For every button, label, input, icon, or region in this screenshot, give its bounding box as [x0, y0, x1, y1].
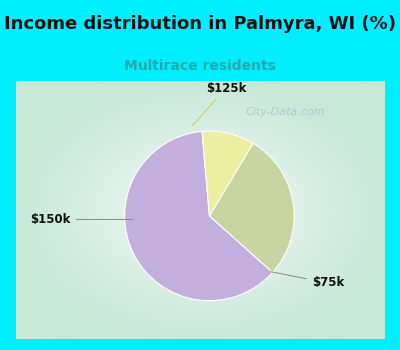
Text: Multirace residents: Multirace residents — [124, 59, 276, 73]
Text: City-Data.com: City-Data.com — [246, 107, 326, 117]
Text: $125k: $125k — [192, 82, 246, 126]
Text: Income distribution in Palmyra, WI (%): Income distribution in Palmyra, WI (%) — [4, 15, 396, 33]
Text: $150k: $150k — [30, 213, 132, 226]
Wedge shape — [202, 131, 253, 216]
Text: $75k: $75k — [271, 272, 344, 289]
Wedge shape — [125, 132, 273, 301]
Wedge shape — [210, 143, 294, 272]
